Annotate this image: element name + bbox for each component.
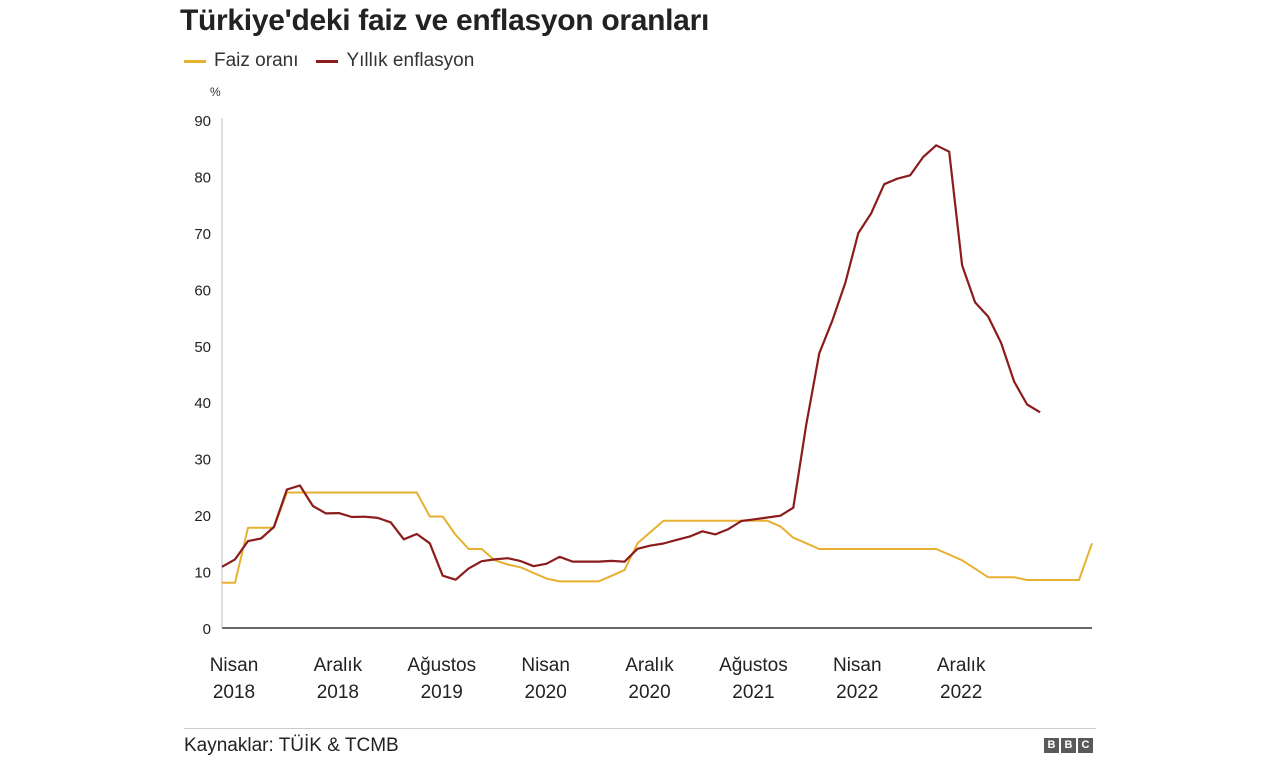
- x-tick-label-month: Ağustos: [407, 655, 476, 676]
- y-axis: 0 10 20 30 40 50 60 70 80 90: [194, 113, 211, 638]
- y-tick-label: 40: [194, 395, 211, 412]
- legend: Faiz oranı Yıllık enflasyon: [184, 50, 474, 72]
- y-tick-label: 10: [194, 565, 211, 582]
- logo-letter: B: [1044, 738, 1059, 753]
- legend-swatch-enflasyon: [316, 59, 339, 63]
- series-lines: [221, 144, 1093, 584]
- legend-swatch-faiz: [184, 59, 206, 63]
- logo-letter: B: [1061, 738, 1076, 753]
- x-tick-label-year: 2020: [525, 682, 567, 703]
- x-tick-label-month: Nisan: [210, 655, 259, 676]
- y-tick-label: 70: [194, 226, 211, 243]
- footer-divider: [184, 728, 1096, 729]
- x-tick-label-year: 2019: [421, 682, 463, 703]
- series-line-enflasyon: [221, 144, 1041, 581]
- bbc-logo: B B C: [1044, 738, 1093, 753]
- y-tick-label: 0: [203, 621, 211, 638]
- y-tick-label: 60: [194, 282, 211, 299]
- x-tick-label-month: Aralık: [314, 655, 363, 676]
- y-tick-label: 20: [194, 508, 211, 525]
- legend-label-enflasyon: Yıllık enflasyon: [346, 50, 475, 71]
- x-tick-label-month: Nisan: [833, 655, 882, 676]
- x-tick-label-year: 2022: [836, 682, 878, 703]
- x-tick-label-month: Nisan: [521, 655, 570, 676]
- x-tick-label-year: 2021: [732, 682, 774, 703]
- y-tick-label: 30: [194, 452, 211, 469]
- y-tick-label: 90: [194, 113, 211, 130]
- x-tick-label-month: Aralık: [625, 655, 674, 676]
- chart-title: Türkiye'deki faiz ve enflasyon oranları: [180, 4, 709, 37]
- series-line-faiz: [222, 491, 1093, 584]
- y-tick-label: 80: [194, 169, 211, 186]
- x-tick-label-month: Ağustos: [719, 655, 788, 676]
- logo-letter: C: [1078, 738, 1093, 753]
- y-axis-unit-label: %: [210, 85, 221, 99]
- x-tick-label-year: 2018: [317, 682, 359, 703]
- x-tick-label-year: 2018: [213, 682, 255, 703]
- legend-item-faiz: Faiz oranı: [184, 50, 298, 72]
- legend-label-faiz: Faiz oranı: [214, 50, 299, 71]
- source-note: Kaynaklar: TÜİK & TCMB: [184, 735, 399, 756]
- x-axis: Nisan 2018 Aralık 2018 Ağustos 2019 Nisan 2020 A…: [210, 655, 986, 703]
- legend-item-enflasyon: Yıllık enflasyon: [316, 50, 474, 72]
- x-tick-label-year: 2020: [628, 682, 670, 703]
- x-tick-label-year: 2022: [940, 682, 982, 703]
- x-tick-label-month: Aralık: [937, 655, 986, 676]
- y-tick-label: 50: [194, 339, 211, 356]
